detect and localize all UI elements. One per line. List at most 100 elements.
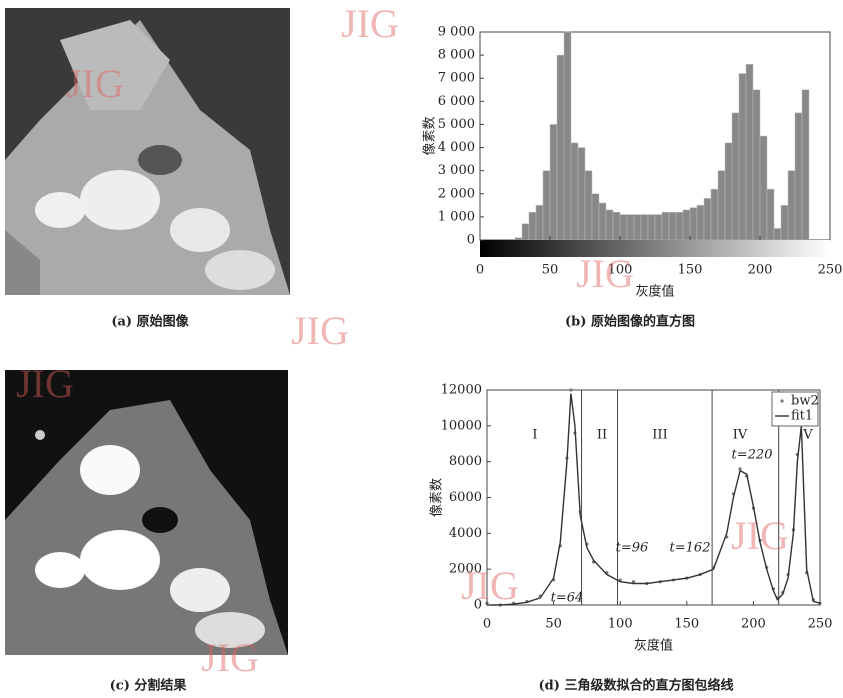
x-tick-label: 200: [748, 263, 773, 278]
annotation: V: [802, 428, 813, 443]
bar: [690, 208, 697, 240]
annotation: t=64: [551, 591, 584, 606]
y-tick-label: 5 000: [438, 117, 475, 132]
y-tick-label: 10000: [441, 418, 482, 433]
bar: [760, 136, 767, 240]
caption: (a) 原始图像: [111, 314, 189, 330]
y-axis-label: 像素数: [423, 116, 438, 155]
image-c: [5, 370, 288, 655]
y-tick-label: 2 000: [438, 186, 475, 201]
watermark: JIG: [731, 513, 789, 558]
bar: [536, 205, 543, 240]
x-tick-label: 200: [741, 617, 766, 632]
x-tick-label: 50: [542, 263, 559, 278]
watermark: JIG: [461, 563, 519, 608]
bar: [655, 215, 662, 240]
bar: [641, 215, 648, 240]
caption: (d) 三角级数拟合的直方图包络线: [539, 678, 734, 694]
annotation: III: [652, 428, 667, 443]
bar: [732, 113, 739, 240]
plot-frame: [487, 390, 820, 605]
bar: [788, 171, 795, 240]
image-a: [5, 8, 290, 295]
y-tick-label: 0: [467, 233, 475, 248]
bar: [515, 238, 522, 240]
bar: [662, 212, 669, 240]
x-tick-label: 0: [476, 263, 484, 278]
watermark: JIG: [66, 61, 124, 106]
x-tick-label: 50: [545, 617, 562, 632]
caption: (c) 分割结果: [110, 678, 187, 694]
watermark: JIG: [576, 251, 634, 296]
bar: [529, 212, 536, 240]
y-tick-label: 9 000: [438, 25, 475, 40]
annotation: t=162: [670, 541, 711, 556]
bar: [613, 212, 620, 240]
bar: [753, 90, 760, 240]
bar: [746, 64, 753, 240]
x-tick-label: 150: [678, 263, 703, 278]
annotation: IV: [733, 428, 748, 443]
bar: [585, 171, 592, 240]
bar: [767, 189, 774, 240]
y-tick-label: 1 000: [438, 209, 475, 224]
y-tick-label: 4000: [449, 526, 482, 541]
legend-marker: [780, 399, 783, 402]
bar: [550, 124, 557, 240]
watermark: JIG: [291, 308, 349, 353]
y-tick-label: 8000: [449, 454, 482, 469]
bar: [564, 32, 571, 240]
annotation: II: [597, 428, 607, 443]
plot-frame: [480, 32, 830, 240]
watermark: JIG: [341, 1, 399, 46]
bar: [592, 194, 599, 240]
fit-line: [487, 394, 820, 605]
x-tick-label: 250: [818, 263, 843, 278]
x-tick-label: 150: [674, 617, 699, 632]
bar: [571, 143, 578, 240]
bar: [522, 224, 529, 240]
bar: [648, 215, 655, 240]
x-tick-label: 250: [808, 617, 833, 632]
bar: [774, 228, 781, 240]
bar: [711, 189, 718, 240]
colorbar: [480, 240, 830, 257]
bar: [781, 205, 788, 240]
bar: [683, 210, 690, 240]
watermark: JIG: [201, 635, 259, 680]
bar: [634, 215, 641, 240]
bar: [739, 74, 746, 240]
bar: [578, 148, 585, 240]
annotation: I: [532, 428, 537, 443]
bar: [669, 212, 676, 240]
y-tick-label: 6 000: [438, 94, 475, 109]
legend-label: bw2: [791, 394, 819, 409]
legend-label: fit1: [791, 409, 813, 424]
annotation: t=220: [732, 448, 773, 463]
bar: [725, 143, 732, 240]
x-axis-label: 灰度值: [635, 284, 674, 300]
caption: (b) 原始图像的直方图: [565, 314, 695, 330]
bar: [557, 55, 564, 240]
page: {"figure": {"captions": ["(a) 原始图像", "(b…: [0, 0, 843, 698]
y-tick-label: 12000: [441, 383, 482, 398]
bar: [676, 212, 683, 240]
bar: [718, 171, 725, 240]
bar: [620, 215, 627, 240]
annotation: t=96: [616, 541, 649, 556]
bar: [802, 90, 809, 240]
bar: [599, 203, 606, 240]
bar: [795, 113, 802, 240]
x-axis-label: 灰度值: [634, 638, 673, 654]
data-point: [569, 388, 572, 391]
figure: (a) 原始图像 (b) 原始图像的直方图 (c) 分割结果 (d) 三角级数拟…: [0, 0, 843, 698]
y-tick-label: 7 000: [438, 71, 475, 86]
y-axis-label: 像素数: [430, 478, 445, 517]
watermark: JIG: [16, 361, 74, 406]
bar: [627, 215, 634, 240]
bar: [697, 205, 704, 240]
x-tick-label: 0: [483, 617, 491, 632]
y-tick-label: 3 000: [438, 163, 475, 178]
bar: [543, 171, 550, 240]
x-tick-label: 100: [608, 617, 633, 632]
